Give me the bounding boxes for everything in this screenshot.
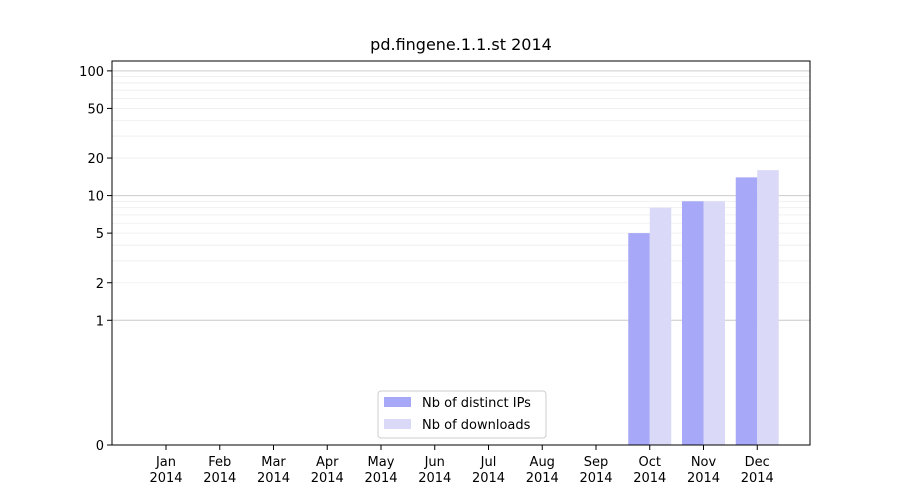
legend: Nb of distinct IPs Nb of downloads	[377, 390, 547, 439]
x-tick-label-month: Dec	[745, 455, 770, 470]
y-tick-label: 5	[96, 227, 104, 242]
y-tick-label: 2	[96, 277, 104, 292]
bar-downloads	[757, 170, 779, 445]
x-tick-label-month: Apr	[316, 455, 339, 470]
legend-frame	[377, 390, 547, 439]
y-tick-label: 20	[87, 152, 104, 167]
y-tick-label: 1	[96, 314, 104, 329]
x-tick-label-year: 2014	[741, 471, 774, 486]
x-tick-label-year: 2014	[257, 471, 290, 486]
x-tick-label-year: 2014	[472, 471, 505, 486]
x-tick-label-month: Sep	[584, 455, 609, 470]
x-tick-label-month: Feb	[208, 455, 231, 470]
x-tick-label-year: 2014	[203, 471, 236, 486]
x-tick-label-year: 2014	[687, 471, 720, 486]
x-tick-label-year: 2014	[364, 471, 397, 486]
x-tick-label-month: Jul	[480, 455, 497, 470]
x-tick-label-month: Aug	[530, 455, 555, 470]
x-tick-label-month: Oct	[639, 455, 661, 470]
x-tick-label-year: 2014	[149, 471, 182, 486]
x-tick-label-month: May	[368, 455, 395, 470]
x-tick-label-month: Mar	[261, 455, 286, 470]
x-tick-label-year: 2014	[311, 471, 344, 486]
x-tick-label-month: Jun	[424, 455, 445, 470]
legend-label-downloads: Nb of downloads	[422, 418, 531, 433]
legend-swatch-downloads	[384, 419, 411, 429]
legend-label-distinct-ips: Nb of distinct IPs	[422, 396, 531, 411]
axes-layer: 0125102050100Jan2014Feb2014Mar2014Apr201…	[79, 60, 811, 486]
x-tick-label-year: 2014	[633, 471, 666, 486]
plot-frame	[111, 60, 811, 446]
bar-distinct-ips	[682, 201, 704, 445]
chart-title: pd.fingene.1.1.st 2014	[370, 35, 552, 54]
y-tick-label: 100	[79, 65, 104, 80]
legend-swatch-distinct-ips	[384, 397, 411, 407]
bar-downloads	[703, 201, 725, 445]
y-tick-label: 10	[87, 190, 104, 205]
y-tick-label: 50	[87, 102, 104, 117]
bar-downloads	[649, 207, 672, 445]
x-tick-label-year: 2014	[526, 471, 559, 486]
x-tick-label-year: 2014	[418, 471, 451, 486]
x-tick-label-year: 2014	[579, 471, 612, 486]
y-tick-label: 0	[96, 439, 104, 454]
bars-layer	[628, 170, 779, 445]
bar-distinct-ips	[628, 233, 650, 445]
bar-distinct-ips	[735, 177, 758, 445]
x-tick-label-month: Nov	[691, 455, 717, 470]
x-tick-label-month: Jan	[155, 455, 176, 470]
